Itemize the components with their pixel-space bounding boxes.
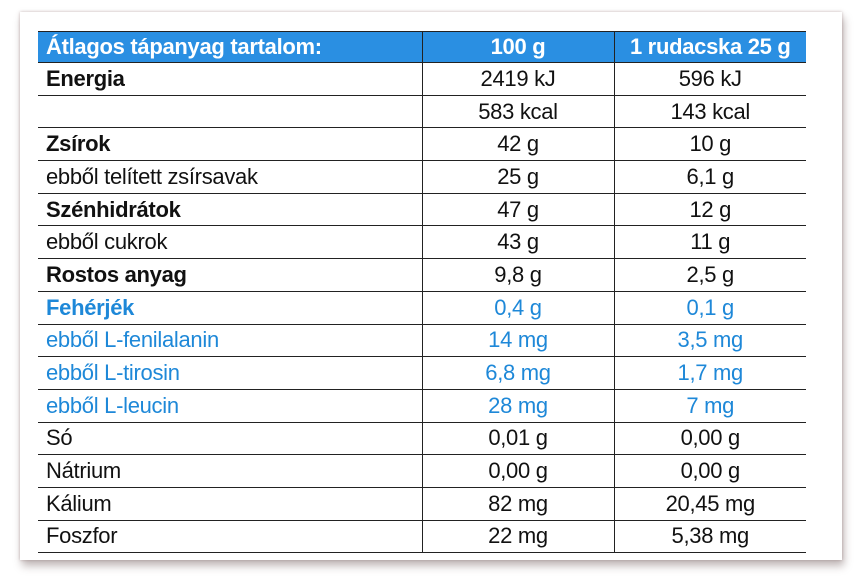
row-label: ebből L-tirosin bbox=[38, 356, 423, 390]
value-cell: 82 mg bbox=[421, 486, 615, 521]
table-row: ebből cukrok 43 g 11 g bbox=[38, 225, 806, 260]
row-label: ebből cukrok bbox=[38, 225, 423, 260]
value-cell: 0,4 g bbox=[421, 290, 615, 325]
value-cell: 22 mg bbox=[421, 519, 615, 554]
row-label: Nátrium bbox=[38, 454, 423, 488]
row-label: Rostos anyag bbox=[38, 258, 423, 292]
table-row: Rostos anyag 9,8 g 2,5 g bbox=[38, 258, 806, 292]
value-cell: 6,1 g bbox=[613, 160, 806, 194]
value-cell: 596 kJ bbox=[613, 62, 806, 96]
value-cell: 5,38 mg bbox=[613, 519, 806, 554]
value-cell: 20,45 mg bbox=[613, 486, 806, 521]
row-label: ebből L-fenilalanin bbox=[38, 323, 423, 358]
value-cell: 3,5 mg bbox=[613, 323, 806, 358]
table-row: ebből L-fenilalanin 14 mg 3,5 mg bbox=[38, 323, 806, 358]
table-row: ebből L-leucin 28 mg 7 mg bbox=[38, 388, 806, 423]
value-cell: 0,00 g bbox=[421, 454, 615, 488]
value-cell: 2419 kJ bbox=[421, 62, 615, 96]
row-label: Foszfor bbox=[38, 519, 423, 554]
value-cell: 25 g bbox=[421, 160, 615, 194]
value-cell: 10 g bbox=[613, 127, 806, 162]
row-label: Energia bbox=[38, 62, 423, 96]
row-label: Zsírok bbox=[38, 127, 423, 162]
value-cell: 14 mg bbox=[421, 323, 615, 358]
value-cell: 28 mg bbox=[421, 388, 615, 423]
value-cell: 143 kcal bbox=[613, 94, 806, 129]
value-cell: 6,8 mg bbox=[421, 356, 615, 390]
header-cell: Átlagos tápanyag tartalom: bbox=[38, 31, 423, 63]
value-cell: 9,8 g bbox=[421, 258, 615, 292]
table-row: Kálium 82 mg 20,45 mg bbox=[38, 486, 806, 521]
value-cell: 1,7 mg bbox=[613, 356, 806, 390]
value-cell: 0,00 g bbox=[613, 421, 806, 456]
row-label: ebből telített zsírsavak bbox=[38, 160, 423, 194]
row-label: Só bbox=[38, 421, 423, 456]
row-label: Szénhidrátok bbox=[38, 192, 423, 227]
value-cell: 12 g bbox=[613, 192, 806, 227]
value-cell: 2,5 g bbox=[613, 258, 806, 292]
value-cell: 47 g bbox=[421, 192, 615, 227]
value-cell: 0,1 g bbox=[613, 290, 806, 325]
row-label: Kálium bbox=[38, 486, 423, 521]
row-label: Fehérjék bbox=[38, 290, 423, 325]
row-label: ebből L-leucin bbox=[38, 388, 423, 423]
header-cell: 1 rudacska 25 g bbox=[613, 31, 806, 63]
table-row: Nátrium 0,00 g 0,00 g bbox=[38, 454, 806, 488]
table-row: ebből L-tirosin 6,8 mg 1,7 mg bbox=[38, 356, 806, 390]
table-row: Energia 2419 kJ 596 kJ bbox=[38, 62, 806, 96]
value-cell: 0,01 g bbox=[421, 421, 615, 456]
value-cell: 583 kcal bbox=[421, 94, 615, 129]
table-row: Szénhidrátok 47 g 12 g bbox=[38, 192, 806, 227]
table-row: Zsírok 42 g 10 g bbox=[38, 127, 806, 162]
table-row: Foszfor 22 mg 5,38 mg bbox=[38, 519, 806, 554]
value-cell: 11 g bbox=[613, 225, 806, 260]
header-cell: 100 g bbox=[421, 31, 615, 63]
table-row: ebből telített zsírsavak 25 g 6,1 g bbox=[38, 160, 806, 194]
row-label bbox=[38, 94, 423, 129]
table-row: Só 0,01 g 0,00 g bbox=[38, 421, 806, 456]
value-cell: 43 g bbox=[421, 225, 615, 260]
value-cell: 7 mg bbox=[613, 388, 806, 423]
table-row: Fehérjék 0,4 g 0,1 g bbox=[38, 290, 806, 325]
value-cell: 42 g bbox=[421, 127, 615, 162]
table-row: 583 kcal 143 kcal bbox=[38, 94, 806, 129]
value-cell: 0,00 g bbox=[613, 454, 806, 488]
